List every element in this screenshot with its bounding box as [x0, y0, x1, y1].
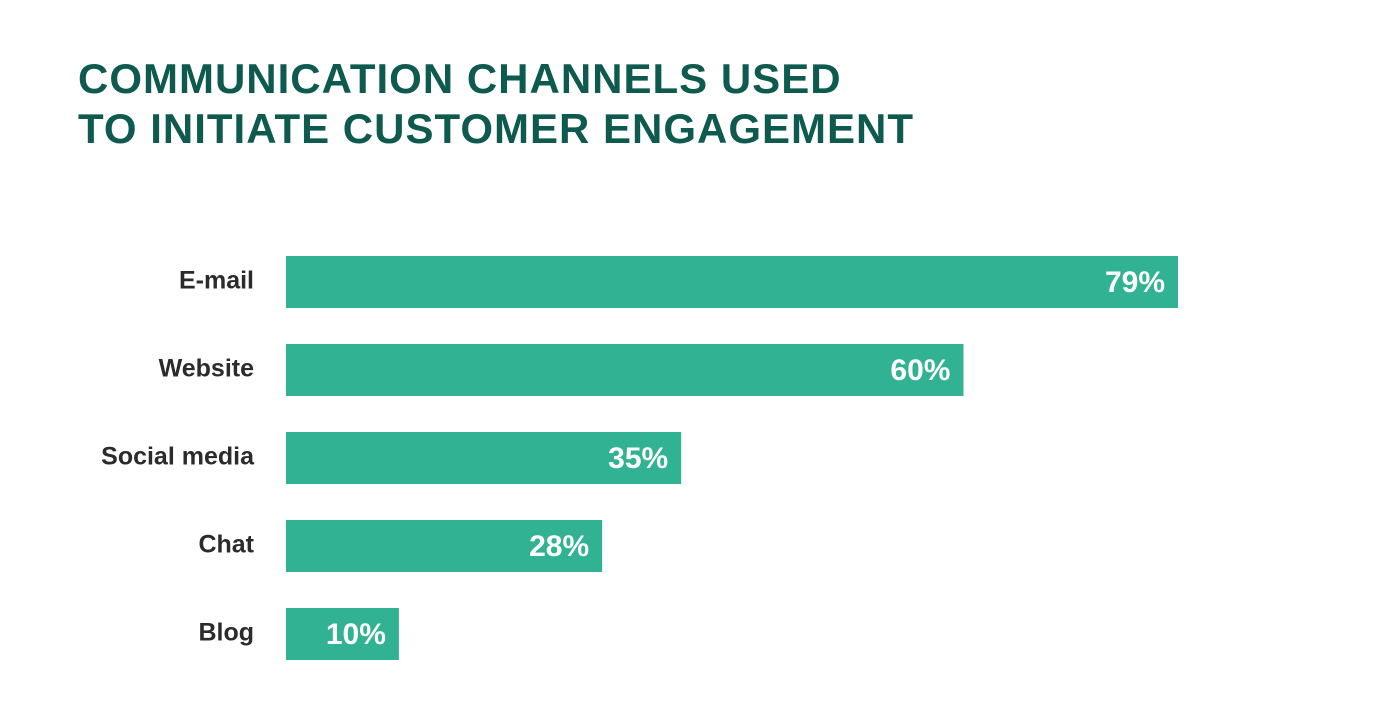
category-label: E-mail [179, 267, 254, 295]
category-label: Website [159, 355, 254, 383]
bar [286, 344, 964, 396]
category-label: Social media [101, 443, 255, 471]
category-label: Blog [198, 619, 254, 647]
value-label: 60% [890, 354, 950, 387]
value-label: 10% [326, 618, 386, 651]
value-label: 28% [529, 530, 589, 563]
bar [286, 608, 399, 660]
bar [286, 520, 603, 572]
category-label: Chat [198, 531, 254, 559]
chart-title: TO INITIATE CUSTOMER ENGAGEMENT [78, 105, 914, 152]
bar [286, 432, 682, 484]
chart-title: COMMUNICATION CHANNELS USED [78, 55, 842, 102]
value-label: 35% [608, 442, 668, 475]
value-label: 79% [1105, 266, 1165, 299]
bar [286, 256, 1178, 308]
